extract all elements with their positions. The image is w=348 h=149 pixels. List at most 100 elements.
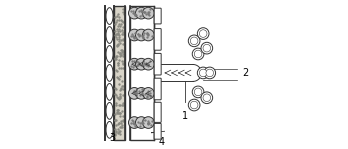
- Circle shape: [197, 67, 209, 79]
- Point: [118, 18, 124, 21]
- Point: [139, 88, 145, 90]
- Point: [136, 10, 142, 12]
- Circle shape: [135, 58, 147, 70]
- Point: [134, 64, 140, 67]
- Circle shape: [190, 37, 198, 45]
- Point: [112, 112, 118, 115]
- Point: [117, 52, 122, 55]
- Point: [121, 60, 126, 62]
- Point: [113, 34, 118, 36]
- Point: [139, 90, 145, 92]
- Point: [130, 122, 135, 124]
- Point: [142, 11, 147, 13]
- Point: [143, 10, 148, 13]
- Point: [118, 104, 123, 106]
- Point: [141, 119, 146, 121]
- Point: [145, 33, 150, 36]
- Point: [117, 51, 123, 54]
- Point: [129, 33, 134, 36]
- Circle shape: [128, 29, 140, 41]
- Point: [114, 55, 120, 58]
- Point: [113, 88, 119, 90]
- Circle shape: [142, 117, 154, 128]
- Point: [120, 62, 125, 65]
- Point: [144, 96, 150, 98]
- Point: [117, 121, 122, 124]
- Point: [116, 34, 121, 36]
- Point: [132, 14, 137, 16]
- Point: [143, 12, 148, 15]
- Point: [142, 119, 148, 121]
- Point: [132, 125, 137, 127]
- Point: [143, 64, 149, 66]
- Point: [145, 12, 151, 14]
- Point: [143, 93, 148, 95]
- Point: [118, 95, 123, 97]
- Point: [120, 53, 125, 56]
- Point: [130, 12, 136, 14]
- Bar: [114, 6, 125, 140]
- Point: [139, 14, 145, 16]
- Point: [146, 63, 151, 65]
- Circle shape: [201, 92, 213, 104]
- Point: [145, 63, 151, 66]
- Point: [117, 125, 123, 128]
- Circle shape: [128, 7, 140, 19]
- Point: [118, 88, 124, 90]
- Point: [150, 120, 155, 122]
- Point: [135, 64, 141, 66]
- Point: [112, 56, 118, 59]
- Point: [113, 58, 119, 60]
- Circle shape: [135, 29, 147, 41]
- Point: [145, 120, 151, 122]
- Circle shape: [203, 44, 211, 52]
- Point: [140, 36, 146, 38]
- Point: [139, 11, 144, 13]
- Circle shape: [188, 35, 200, 47]
- Point: [137, 15, 143, 18]
- Point: [112, 119, 118, 121]
- Point: [115, 51, 121, 53]
- Point: [116, 77, 122, 80]
- Point: [139, 121, 145, 123]
- Point: [114, 28, 120, 30]
- Point: [114, 112, 120, 114]
- Point: [118, 42, 123, 45]
- Point: [130, 120, 136, 122]
- Point: [149, 35, 155, 37]
- Point: [131, 66, 136, 68]
- Point: [113, 36, 119, 39]
- Circle shape: [192, 48, 204, 60]
- Point: [120, 119, 126, 121]
- Point: [139, 35, 145, 38]
- Circle shape: [128, 87, 140, 99]
- Point: [144, 32, 149, 34]
- Point: [116, 129, 122, 132]
- Point: [132, 35, 137, 38]
- Point: [145, 123, 151, 126]
- Circle shape: [190, 101, 198, 109]
- Point: [133, 14, 138, 16]
- Point: [136, 35, 141, 37]
- Circle shape: [199, 69, 207, 77]
- Point: [114, 124, 119, 126]
- Point: [132, 90, 137, 93]
- Point: [119, 51, 125, 54]
- Point: [118, 23, 124, 25]
- Text: 3: 3: [109, 134, 115, 143]
- Point: [128, 35, 134, 37]
- Circle shape: [206, 69, 214, 77]
- Point: [147, 8, 152, 10]
- Ellipse shape: [106, 27, 113, 43]
- Point: [113, 131, 119, 133]
- Point: [117, 131, 122, 133]
- Circle shape: [135, 117, 147, 128]
- Point: [117, 40, 122, 42]
- Circle shape: [199, 30, 207, 37]
- Point: [141, 37, 146, 39]
- Point: [135, 121, 141, 123]
- Point: [120, 43, 126, 46]
- Point: [117, 30, 122, 32]
- Point: [143, 62, 149, 65]
- Point: [116, 97, 121, 99]
